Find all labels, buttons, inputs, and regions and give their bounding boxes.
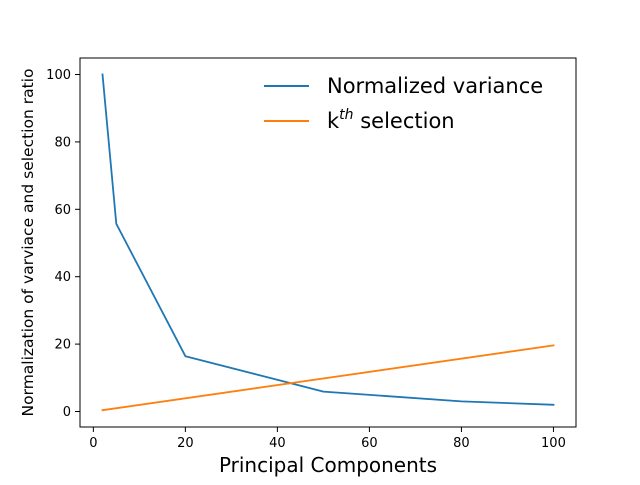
- series-lines: [101, 73, 555, 412]
- x-tick-label: 20: [177, 436, 194, 451]
- legend-label-superscript: th: [339, 107, 353, 123]
- x-tick-label: 100: [541, 436, 566, 451]
- ticks: 0 20 40 60 80 100 0 20 40 60 80 100: [46, 68, 566, 451]
- series-line-normalized-variance: [101, 73, 555, 406]
- y-tick-label: 80: [54, 135, 71, 150]
- legend-label-kth-selection: kth selection: [327, 107, 455, 133]
- x-tick-label: 0: [89, 436, 97, 451]
- y-tick-label: 40: [54, 270, 71, 285]
- x-tick-label: 60: [361, 436, 378, 451]
- series-line-kth-selection: [101, 344, 555, 412]
- legend-label-suffix: selection: [354, 109, 455, 133]
- plot-area-frame: [79, 57, 577, 428]
- legend-label-normalized-variance: Normalized variance: [327, 74, 543, 98]
- x-axis-label: Principal Components: [219, 453, 437, 477]
- y-tick-label: 20: [54, 338, 71, 353]
- y-tick-label: 60: [54, 203, 71, 218]
- y-tick-label: 0: [63, 405, 71, 420]
- legend-label-k: k: [327, 109, 340, 133]
- legend: Normalized variance kth selection: [264, 74, 543, 133]
- x-tick-label: 40: [269, 436, 286, 451]
- y-axis-label: Normalization of varviace and selection …: [19, 69, 37, 417]
- y-tick-label: 100: [46, 68, 71, 83]
- x-tick-label: 80: [453, 436, 470, 451]
